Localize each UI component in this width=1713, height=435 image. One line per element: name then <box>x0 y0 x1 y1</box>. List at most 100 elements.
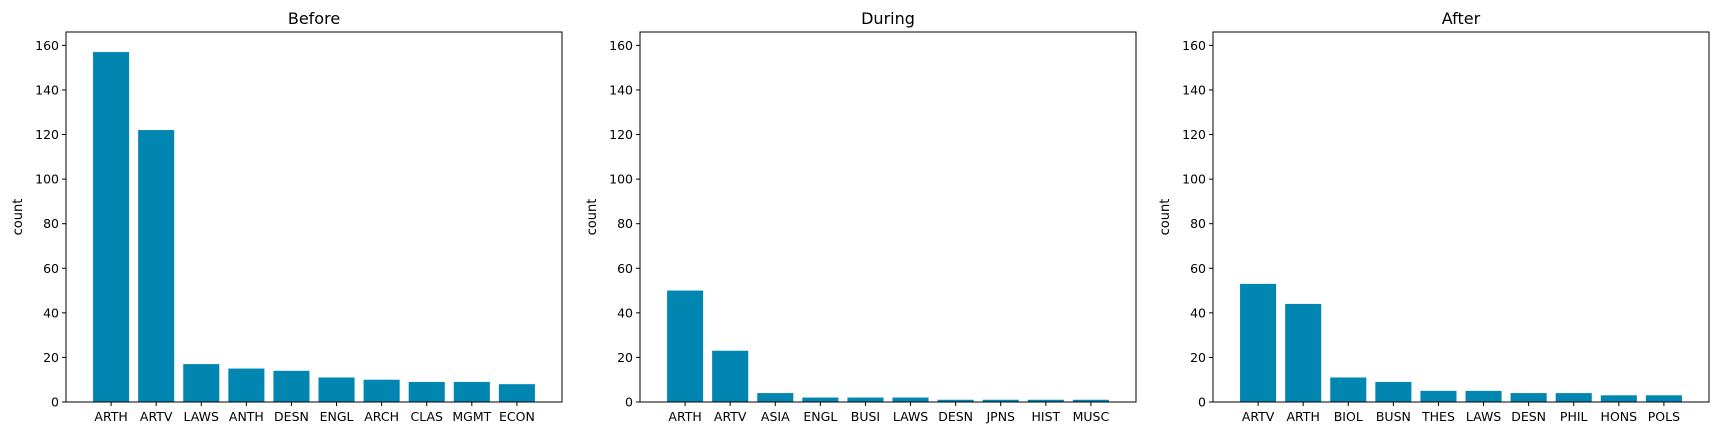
bar-phil <box>1555 393 1592 402</box>
x-tick-label: HONS <box>1601 409 1638 424</box>
x-tick-label: BIOL <box>1334 409 1363 424</box>
bar-arth <box>93 52 130 402</box>
y-tick-label: 40 <box>1190 305 1206 320</box>
y-tick-label: 20 <box>617 350 633 365</box>
x-tick-label: POLS <box>1648 409 1680 424</box>
y-tick-label: 160 <box>609 38 633 53</box>
x-tick-label: ARTV <box>1242 409 1275 424</box>
y-tick-label: 160 <box>1182 38 1206 53</box>
y-tick-label: 80 <box>1190 216 1206 231</box>
x-tick-label: DESN <box>274 409 309 424</box>
x-tick-label: BUSN <box>1376 409 1411 424</box>
bar-laws <box>183 364 220 402</box>
y-tick-label: 0 <box>625 395 633 410</box>
bar-hons <box>1600 395 1637 402</box>
x-tick-label: ECON <box>499 409 535 424</box>
chart-after: After 0 20 40 60 80 100 120 140 160 ARTV ARTH BIOL BU… <box>1158 9 1710 424</box>
y-tick-label: 0 <box>51 395 59 410</box>
x-tick-label: ASIA <box>761 409 790 424</box>
y-tick-label: 160 <box>35 38 59 53</box>
y-axis-label: count <box>11 199 26 236</box>
x-tick-label: THES <box>1421 409 1455 424</box>
bar-laws <box>892 397 929 402</box>
x-tick-label: CLAS <box>410 409 443 424</box>
y-tick-label: 140 <box>609 82 633 97</box>
x-tick-label: BUSI <box>851 409 880 424</box>
x-tick-label: ARTH <box>94 409 127 424</box>
x-tick-label: ARTH <box>668 409 701 424</box>
bar-arth <box>667 290 704 402</box>
y-tick-label: 60 <box>617 261 633 276</box>
y-tick-label: 100 <box>609 172 633 187</box>
y-tick-label: 80 <box>617 216 633 231</box>
bar-artv <box>1240 283 1277 402</box>
y-axis-label: count <box>1158 199 1173 236</box>
bar-pols <box>1645 395 1682 402</box>
x-tick-label: ARTV <box>714 409 747 424</box>
chart-title: After <box>1442 9 1481 28</box>
bar-clas <box>408 381 445 402</box>
x-tick-label: DESN <box>1511 409 1546 424</box>
bar-biol <box>1330 377 1367 402</box>
chart-title: Before <box>288 9 340 28</box>
bar-arch <box>363 379 400 402</box>
bar-thes <box>1420 390 1457 402</box>
x-tick-label: LAWS <box>184 409 219 424</box>
bar-artv <box>138 130 175 402</box>
y-tick-label: 60 <box>1190 261 1206 276</box>
y-tick-label: 80 <box>43 216 59 231</box>
y-tick-label: 20 <box>1190 350 1206 365</box>
bar-mgmt <box>453 381 490 402</box>
y-tick-label: 40 <box>43 305 59 320</box>
bar-econ <box>498 384 535 402</box>
bar-engl <box>318 377 355 402</box>
x-tick-label: LAWS <box>893 409 928 424</box>
bar-desn <box>1510 393 1547 402</box>
x-tick-label: MUSC <box>1073 409 1110 424</box>
axes-frame <box>65 31 563 403</box>
y-axis-label: count <box>585 199 600 236</box>
y-tick-label: 40 <box>617 305 633 320</box>
x-tick-label: JPNS <box>985 409 1015 424</box>
bar-busi <box>847 397 884 402</box>
y-tick-label: 120 <box>609 127 633 142</box>
bar-engl <box>802 397 839 402</box>
x-tick-label: MGMT <box>452 409 491 424</box>
x-tick-label: LAWS <box>1466 409 1501 424</box>
bar-laws <box>1465 390 1502 402</box>
x-tick-label: PHIL <box>1560 409 1588 424</box>
x-tick-label: HIST <box>1031 409 1060 424</box>
chart-during: During 0 20 40 60 80 100 120 140 160 ARTH ARTV ASIA E… <box>585 9 1137 424</box>
x-tick-label: ANTH <box>229 409 264 424</box>
bar-arth <box>1285 303 1322 402</box>
bar-anth <box>228 368 265 402</box>
chart-title: During <box>861 9 915 28</box>
x-tick-label: ENGL <box>803 409 837 424</box>
bar-desn <box>273 370 310 402</box>
y-tick-label: 60 <box>43 261 59 276</box>
x-tick-label: ARTH <box>1286 409 1319 424</box>
y-tick-label: 20 <box>43 350 59 365</box>
y-tick-label: 140 <box>35 82 59 97</box>
bar-musc <box>1072 399 1109 402</box>
x-tick-label: ARCH <box>364 409 399 424</box>
bar-busn <box>1375 381 1412 402</box>
x-tick-label: ENGL <box>320 409 354 424</box>
bar-jpns <box>982 399 1019 402</box>
axes-frame <box>1212 31 1710 403</box>
y-tick-label: 120 <box>35 127 59 142</box>
bar-hist <box>1027 399 1064 402</box>
bar-artv <box>712 350 749 402</box>
x-tick-label: DESN <box>938 409 973 424</box>
y-tick-label: 120 <box>1182 127 1206 142</box>
axes-frame <box>639 31 1137 403</box>
bar-asia <box>757 393 794 402</box>
y-tick-label: 100 <box>1182 172 1206 187</box>
bar-desn <box>937 399 974 402</box>
y-tick-label: 140 <box>1182 82 1206 97</box>
y-tick-label: 100 <box>35 172 59 187</box>
chart-before: Before 0 20 40 60 80 100 120 140 160 ARTH ARTV LAWS A… <box>11 9 563 424</box>
y-tick-label: 0 <box>1198 395 1206 410</box>
x-tick-label: ARTV <box>140 409 173 424</box>
